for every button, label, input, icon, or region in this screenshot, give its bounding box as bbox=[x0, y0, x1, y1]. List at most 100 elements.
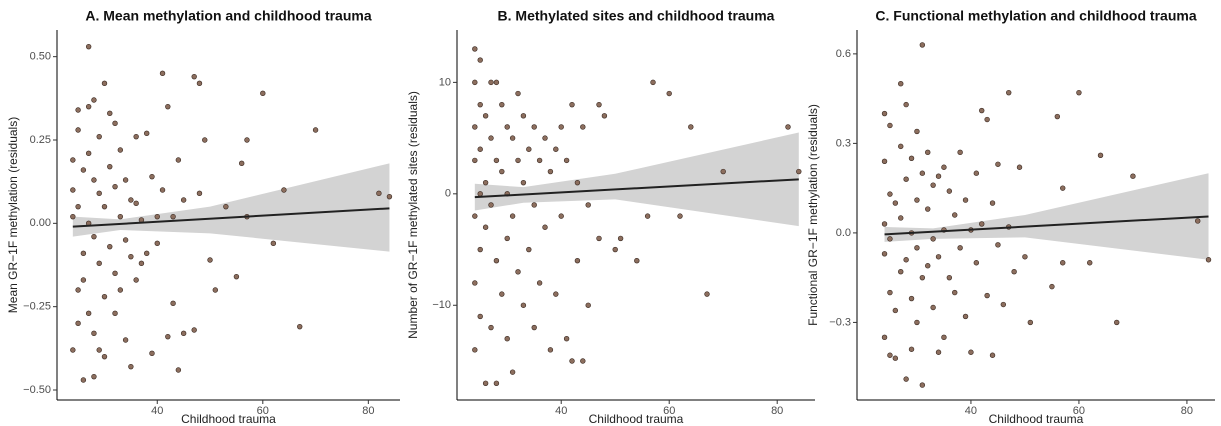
data-point bbox=[175, 367, 182, 373]
data-point bbox=[493, 79, 500, 86]
data-point bbox=[112, 183, 118, 190]
data-point bbox=[1011, 268, 1017, 275]
data-point bbox=[477, 146, 483, 152]
data-point bbox=[80, 250, 87, 257]
data-point bbox=[688, 124, 694, 130]
data-point bbox=[925, 263, 931, 269]
data-point bbox=[1205, 257, 1212, 263]
data-point bbox=[107, 163, 113, 170]
x-axis-label: Childhood trauma bbox=[181, 412, 276, 426]
data-point bbox=[101, 80, 108, 87]
data-point bbox=[488, 202, 494, 208]
data-point bbox=[887, 236, 893, 242]
data-point bbox=[212, 287, 219, 293]
data-point bbox=[892, 355, 899, 361]
data-point bbox=[617, 235, 624, 242]
data-point bbox=[128, 363, 134, 370]
data-point bbox=[903, 176, 909, 182]
data-point bbox=[574, 257, 581, 264]
data-point bbox=[515, 90, 521, 97]
y-tick-label: 0.25 bbox=[30, 134, 51, 146]
data-point bbox=[930, 304, 936, 311]
data-point bbox=[553, 146, 559, 152]
data-point bbox=[995, 242, 1001, 248]
data-point bbox=[898, 215, 904, 221]
data-point bbox=[569, 358, 575, 364]
x-tick-label: 40 bbox=[965, 405, 977, 417]
data-point bbox=[553, 291, 559, 297]
data-point bbox=[908, 346, 915, 352]
data-point bbox=[580, 124, 586, 130]
data-point bbox=[979, 107, 985, 114]
data-point bbox=[312, 127, 319, 133]
data-point bbox=[1195, 218, 1201, 224]
data-point bbox=[509, 369, 516, 375]
data-point bbox=[930, 236, 936, 242]
data-point bbox=[898, 268, 904, 275]
panel: 40 60 80 −0.3 0.0 0.3 0.6 C. Functional methyla… bbox=[806, 8, 1215, 426]
data-point bbox=[946, 274, 953, 281]
data-point bbox=[180, 330, 187, 337]
data-point bbox=[472, 280, 478, 286]
data-point bbox=[925, 206, 931, 212]
data-point bbox=[472, 46, 478, 52]
data-point bbox=[107, 243, 113, 250]
data-point bbox=[493, 257, 500, 264]
data-point bbox=[472, 124, 478, 130]
data-point bbox=[919, 42, 926, 48]
data-point bbox=[159, 70, 166, 77]
panel: 40 60 80 −10 0 10 B. Methylated sites and chil… bbox=[406, 8, 815, 426]
data-point bbox=[914, 245, 920, 251]
fit-line bbox=[884, 215, 1209, 236]
data-point bbox=[482, 380, 489, 386]
confidence-band bbox=[474, 132, 799, 227]
data-point bbox=[536, 280, 543, 286]
y-tick-label: 10 bbox=[439, 76, 451, 88]
confidence-band bbox=[72, 163, 390, 252]
data-point bbox=[117, 287, 124, 293]
y-axis-label: Mean GR−1F methylation (residuals) bbox=[6, 117, 20, 313]
data-point bbox=[75, 203, 81, 210]
data-point bbox=[509, 213, 516, 219]
data-point bbox=[196, 190, 203, 197]
data-point bbox=[91, 97, 97, 103]
data-point bbox=[634, 257, 640, 264]
data-point bbox=[122, 177, 129, 183]
chart-title: A. Mean methylation and childhood trauma bbox=[85, 8, 371, 24]
y-tick-label: 0 bbox=[445, 188, 451, 200]
data-point bbox=[281, 187, 287, 193]
data-point bbox=[515, 269, 521, 275]
y-tick-label: 0.3 bbox=[836, 137, 851, 149]
data-point bbox=[482, 224, 489, 230]
data-point bbox=[563, 336, 570, 342]
data-point bbox=[580, 358, 586, 364]
data-point bbox=[903, 101, 909, 108]
y-tick-label: −0.3 bbox=[829, 316, 851, 328]
data-point bbox=[149, 350, 155, 357]
data-point bbox=[101, 293, 108, 300]
data-point bbox=[898, 81, 904, 87]
data-point bbox=[170, 300, 176, 307]
data-point bbox=[96, 190, 102, 197]
data-point bbox=[238, 160, 245, 167]
data-point bbox=[499, 291, 505, 297]
data-point bbox=[881, 110, 888, 117]
data-point bbox=[536, 157, 543, 164]
data-point bbox=[881, 334, 888, 341]
data-point bbox=[558, 124, 564, 130]
data-point bbox=[935, 349, 942, 355]
data-point bbox=[509, 135, 516, 141]
data-point bbox=[260, 90, 266, 97]
data-point bbox=[85, 43, 92, 50]
data-point bbox=[1114, 319, 1120, 326]
data-point bbox=[881, 158, 888, 164]
data-point bbox=[946, 188, 953, 194]
fit-line bbox=[474, 178, 799, 199]
data-point bbox=[477, 313, 483, 320]
data-point bbox=[159, 187, 166, 193]
data-point bbox=[1006, 89, 1012, 96]
y-axis-label: Functional GR−1F methylation (residuals) bbox=[806, 104, 820, 326]
data-point bbox=[558, 213, 564, 219]
data-point bbox=[472, 157, 478, 164]
data-point bbox=[914, 319, 920, 326]
